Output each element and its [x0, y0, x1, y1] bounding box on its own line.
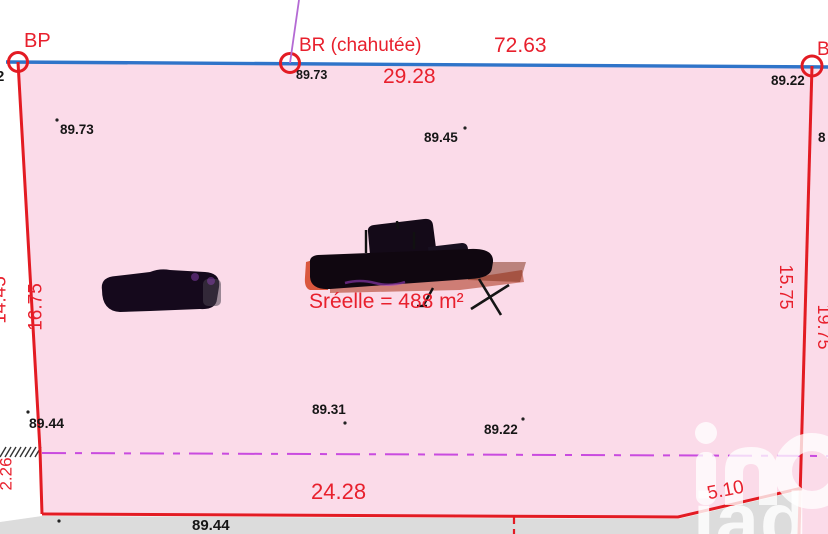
survey-marker-b-right	[800, 54, 824, 78]
point-label-bp: BP	[24, 30, 51, 52]
outside-area-gray	[0, 490, 802, 534]
dimension-right-outer: 19.75	[814, 304, 828, 350]
easement-dashed-line	[41, 452, 828, 457]
elevation-left-edge-cut: 2	[0, 68, 5, 85]
survey-marker-bp	[7, 51, 29, 73]
purple-boundary-line	[289, 0, 300, 64]
survey-marker-br	[279, 52, 301, 74]
point-label-br: BR (chahutée)	[299, 35, 422, 56]
elevation-center-top: 89.45	[424, 130, 458, 145]
survey-cross-icon	[470, 278, 510, 316]
dimension-top-segment: 29.28	[383, 65, 436, 88]
elevation-below-plan-cut: 89.44	[192, 517, 230, 534]
area-label: Sréelle = 488 m²	[309, 290, 464, 313]
blue-alignment-line	[5, 60, 828, 69]
elevation-below-br: 89.73	[296, 68, 328, 82]
elevation-bottom-center: 89.31	[312, 402, 346, 417]
dimension-top-overall: 72.63	[494, 34, 547, 57]
wall-hatch-icon	[0, 446, 42, 458]
elevation-top-left: 89.73	[60, 122, 94, 137]
watermark-iad-logo-icon	[695, 422, 828, 509]
parcel-fill	[18, 62, 828, 534]
parcel-boundary-right	[797, 65, 814, 534]
elevation-top-right: 89.22	[771, 73, 805, 88]
point-label-b-right: B	[817, 39, 828, 60]
elevation-dots	[26, 118, 525, 523]
dimension-bottom: 24.28	[311, 479, 367, 504]
dimension-left-inner: 16.75	[25, 283, 47, 331]
elevation-right-edge-cut: 8	[818, 130, 826, 145]
elevation-left-bottom: 89.44	[29, 415, 65, 431]
elevation-bottom-right: 89.22	[484, 422, 518, 437]
redaction-blob-center	[304, 218, 526, 308]
dimension-left-bottom-outer: 2.26	[0, 457, 16, 491]
watermark-iad-text: iad	[693, 476, 809, 534]
redaction-blob-left	[101, 269, 221, 312]
dimension-right-inner: 15.75	[776, 264, 796, 310]
dimension-left-outer: 14.45	[0, 276, 11, 324]
parcel-boundary-left	[16, 61, 44, 515]
